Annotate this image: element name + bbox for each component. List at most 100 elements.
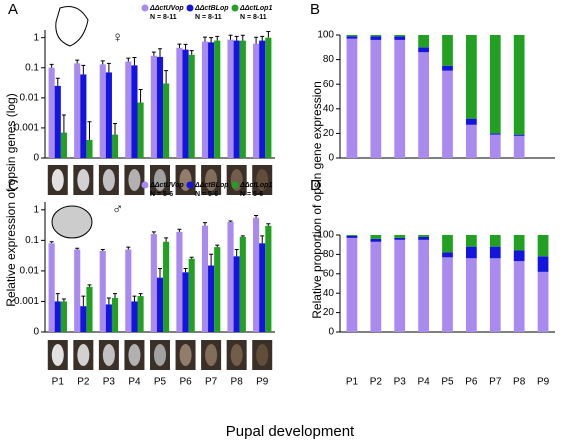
error-bar: [260, 235, 265, 244]
legend-note: N = 8-11: [240, 14, 267, 21]
y-tick-label: 1: [33, 204, 39, 215]
y-tick-label: 0: [328, 153, 334, 164]
bar: [259, 243, 266, 332]
bar-segment: [442, 235, 453, 253]
y-tick-label: 100: [317, 30, 334, 41]
pupa-image: [102, 344, 115, 366]
bar: [150, 234, 157, 332]
legend-note: N = 8-11: [150, 14, 177, 21]
bar-segment: [370, 235, 382, 239]
legend-label: ΔΔctLop1: [239, 182, 272, 189]
bar-segment: [513, 134, 525, 136]
bar-segment: [466, 124, 477, 158]
bar: [239, 40, 246, 158]
y-tick-label: 1: [33, 32, 39, 43]
pupa-image: [77, 344, 90, 366]
y-tick-label: 0.1: [25, 62, 39, 73]
bar-segment: [394, 35, 406, 37]
bar-segment: [489, 35, 501, 134]
bar-segment: [489, 246, 501, 259]
x-tick-label: P1: [52, 377, 65, 388]
bar: [239, 236, 246, 332]
legend-label: ΔΔctUVop: [149, 5, 184, 12]
bar: [80, 74, 87, 158]
y-axis-label: Relative expression of opsin genes (log): [4, 93, 18, 306]
bar: [214, 40, 221, 158]
x-tick-label: P3: [394, 377, 407, 388]
error-bar: [106, 62, 111, 73]
error-bar: [100, 60, 105, 65]
insect-drawing: [51, 205, 93, 239]
bar: [131, 301, 138, 332]
x-tick-label: P9: [537, 377, 550, 388]
bar: [156, 56, 164, 159]
y-tick-label: 40: [323, 103, 335, 114]
bar-segment: [466, 258, 477, 332]
bar-segment: [489, 235, 501, 247]
error-bar: [87, 121, 92, 140]
x-tick-label: P4: [128, 377, 141, 388]
y-tick-label: 100: [317, 230, 334, 241]
x-tick-label: P9: [256, 377, 269, 388]
bar: [150, 55, 157, 158]
bar-segment: [489, 133, 501, 135]
legend-swatch: [186, 181, 194, 189]
bar-segment: [513, 35, 525, 135]
legend-label: ΔΔctUVop: [149, 182, 184, 189]
pupa-image: [128, 344, 141, 366]
error-bar: [61, 114, 66, 133]
bar: [265, 37, 272, 158]
bar: [163, 83, 170, 158]
y-tick-label: 80: [323, 54, 335, 65]
error-bar: [183, 267, 188, 273]
pupa-image: [205, 344, 218, 366]
error-bar: [100, 249, 105, 251]
bar-segment: [370, 36, 382, 40]
legend-label: ΔΔctLop1: [239, 5, 272, 12]
bar-segment: [370, 39, 382, 158]
y-tick-label: 0.1: [25, 235, 39, 246]
bar-segment: [442, 65, 453, 71]
error-bar: [113, 123, 118, 135]
bar-segment: [346, 237, 358, 332]
legend-note: N = 5-6: [195, 191, 218, 198]
panel-label: D: [310, 177, 321, 194]
panel-label: A: [8, 1, 18, 18]
error-bar: [202, 36, 207, 42]
error-bar: [81, 295, 86, 307]
bar-segment: [442, 70, 453, 158]
bar: [111, 134, 119, 158]
bar: [105, 72, 112, 158]
bar-segment: [418, 236, 429, 240]
bar: [60, 132, 67, 158]
bar: [54, 85, 61, 158]
pupa-image: [77, 169, 90, 191]
pupa-image: [179, 344, 192, 366]
bar: [137, 102, 144, 158]
legend-label: ΔΔctBLop: [194, 5, 229, 12]
bar: [99, 64, 106, 158]
bar-segment: [346, 35, 358, 37]
bar: [86, 139, 93, 158]
error-bar: [266, 31, 271, 38]
x-tick-label: P5: [154, 377, 167, 388]
error-bar: [209, 37, 214, 43]
x-axis-label: Pupal development: [226, 423, 355, 440]
error-bar: [215, 244, 220, 248]
bar: [227, 221, 234, 332]
bar-segment: [418, 52, 429, 158]
error-bar: [228, 34, 233, 40]
bar-segment: [489, 258, 501, 332]
error-bar: [266, 223, 271, 226]
bar: [137, 296, 144, 332]
y-tick-label: 0: [33, 327, 39, 338]
legend-note: N = 5-6: [150, 191, 173, 198]
bar-segment: [537, 271, 549, 332]
y-tick-label: 20: [323, 307, 335, 318]
error-bar: [113, 293, 118, 298]
error-bar: [254, 36, 259, 44]
pupa-image: [102, 169, 115, 191]
error-bar: [81, 64, 86, 75]
error-bar: [240, 235, 245, 237]
